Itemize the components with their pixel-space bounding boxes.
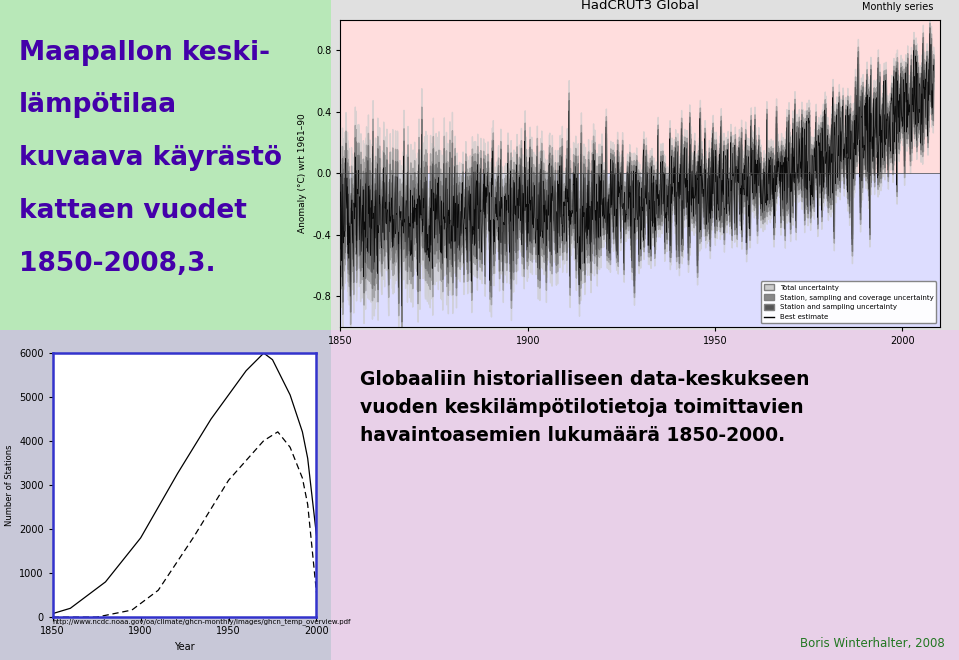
X-axis label: Year: Year (175, 642, 195, 651)
Text: Maapallon keski-: Maapallon keski- (19, 40, 270, 65)
Bar (331, 330, 959, 660)
Text: Globaaliin historialliseen data-keskukseen
vuoden keskilämpötilotietoja toimitta: Globaaliin historialliseen data-keskukse… (360, 370, 809, 445)
Text: HadCRUT3 Global: HadCRUT3 Global (581, 0, 699, 12)
Y-axis label: Number of Stations: Number of Stations (5, 444, 13, 526)
Text: 1850-2008,3.: 1850-2008,3. (19, 251, 216, 277)
Bar (340, 173, 940, 342)
Text: kattaen vuodet: kattaen vuodet (19, 198, 247, 224)
Bar (331, 0, 959, 330)
Text: Boris Winterhalter, 2008: Boris Winterhalter, 2008 (800, 637, 945, 650)
Bar (0, 330, 331, 660)
Bar (340, 5, 940, 173)
Text: kuvaava käyrästö: kuvaava käyrästö (19, 145, 282, 171)
Text: lämpötilaa: lämpötilaa (19, 92, 177, 118)
Legend: Total uncertainty, Station, sampling and coverage uncertainty, Station and sampl: Total uncertainty, Station, sampling and… (761, 281, 936, 323)
Y-axis label: Anomaly (°C) wrt 1961–90: Anomaly (°C) wrt 1961–90 (298, 114, 307, 233)
Text: http://www.ncdc.noaa.gov/oa/climate/ghcn-monthly/images/ghcn_temp_overview.pdf: http://www.ncdc.noaa.gov/oa/climate/ghcn… (53, 618, 351, 626)
Text: Monthly series: Monthly series (862, 2, 934, 12)
Bar (0, 0, 331, 330)
